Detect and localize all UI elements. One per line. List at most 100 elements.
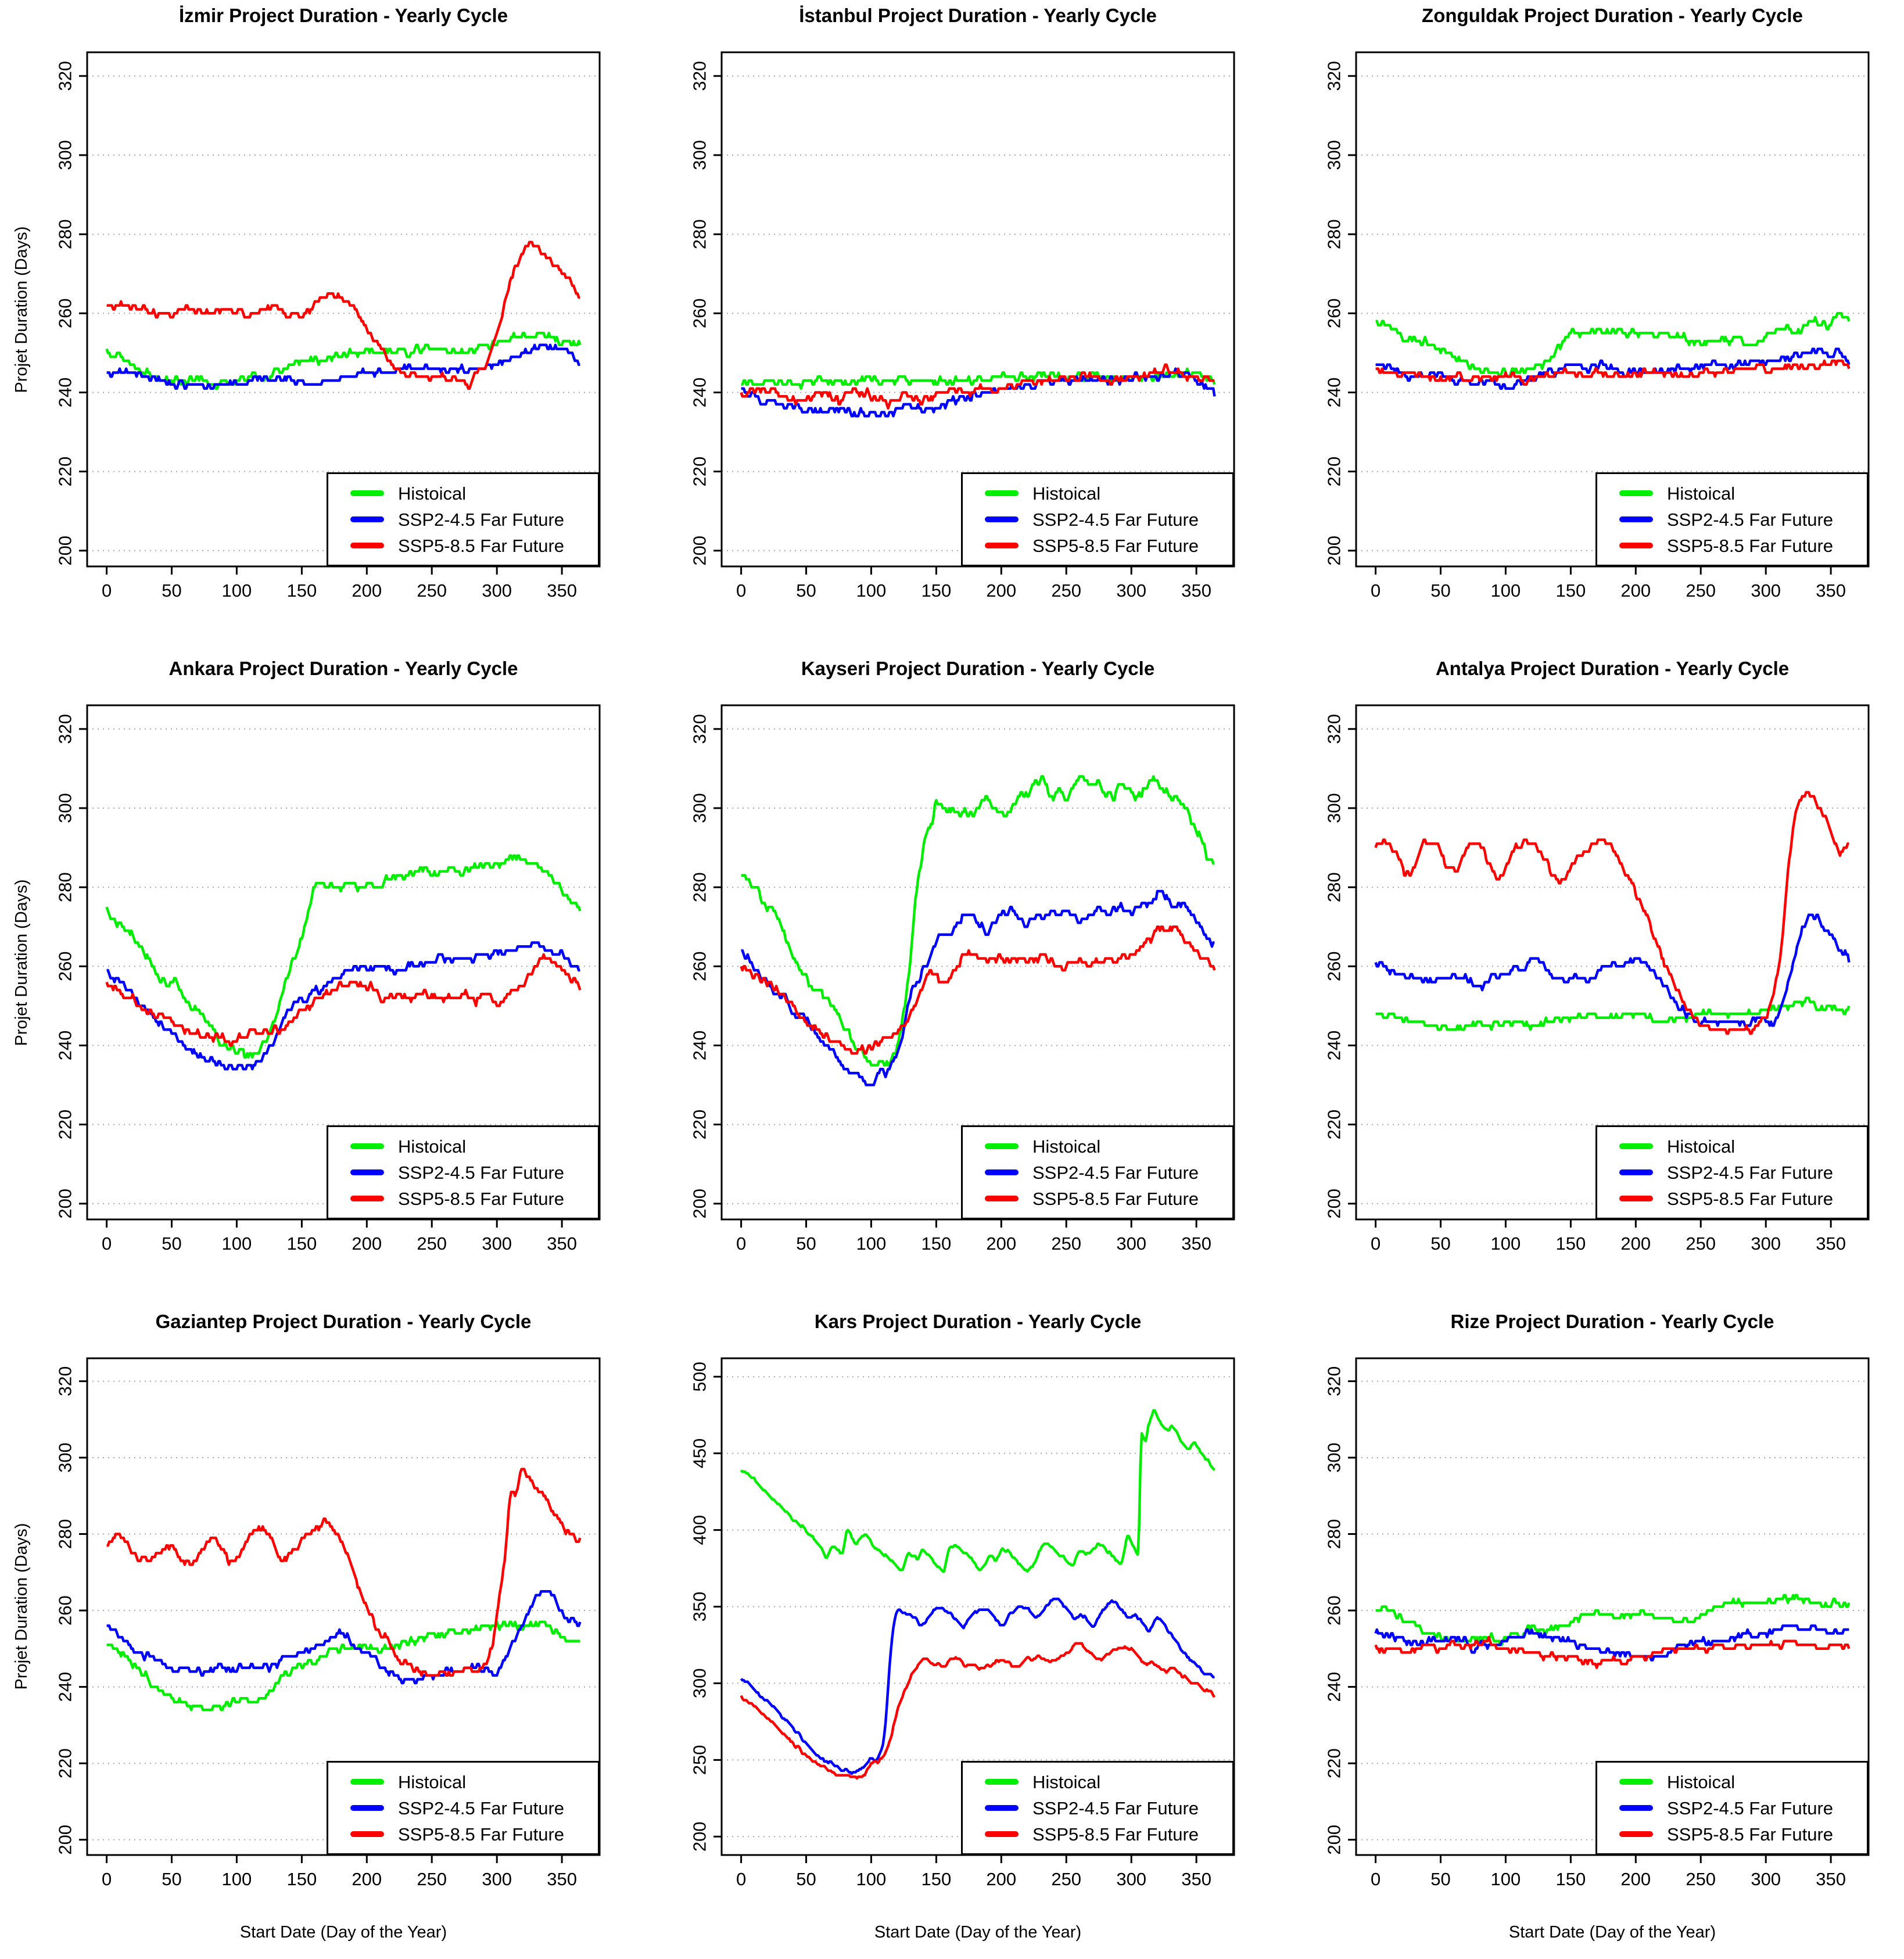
- svg-text:200: 200: [1324, 536, 1344, 566]
- chart-title: Gaziantep Project Duration - Yearly Cycl…: [155, 1311, 532, 1332]
- legend-swatch-ssp245: [1619, 516, 1653, 522]
- svg-text:200: 200: [352, 1869, 382, 1889]
- svg-text:280: 280: [690, 872, 710, 902]
- legend-entry: Histoical: [985, 1771, 1232, 1792]
- svg-text:100: 100: [856, 1869, 887, 1889]
- svg-text:300: 300: [55, 793, 76, 823]
- svg-text:200: 200: [986, 580, 1016, 601]
- legend-swatch-historical: [350, 1143, 384, 1149]
- legend-swatch-ssp585: [1619, 543, 1653, 548]
- legend-swatch-ssp585: [1619, 1831, 1653, 1837]
- svg-text:200: 200: [986, 1869, 1016, 1889]
- svg-text:260: 260: [55, 298, 76, 328]
- chart-title: İzmir Project Duration - Yearly Cycle: [178, 5, 508, 26]
- chart-panel-antalya: Antalya Project Duration - Yearly Cycle …: [1269, 653, 1904, 1306]
- svg-text:400: 400: [690, 1515, 710, 1545]
- svg-text:150: 150: [287, 1233, 317, 1254]
- svg-text:250: 250: [1686, 1869, 1716, 1889]
- legend-swatch-historical: [1619, 1779, 1653, 1785]
- legend-entry: Histoical: [350, 1771, 598, 1792]
- chart-title: Kars Project Duration - Yearly Cycle: [814, 1311, 1142, 1332]
- svg-text:300: 300: [1751, 1233, 1781, 1254]
- svg-text:100: 100: [222, 580, 252, 601]
- legend: Histoical SSP2-4.5 Far Future SSP5-8.5 F…: [961, 1125, 1234, 1219]
- svg-text:0: 0: [102, 1233, 112, 1254]
- svg-text:300: 300: [1751, 1869, 1781, 1889]
- svg-text:0: 0: [1371, 1869, 1381, 1889]
- svg-text:240: 240: [690, 378, 710, 408]
- svg-text:50: 50: [796, 1869, 816, 1889]
- legend-entry: Histoical: [1619, 1771, 1867, 1792]
- svg-text:350: 350: [547, 1869, 577, 1889]
- svg-text:150: 150: [1556, 580, 1586, 601]
- legend-swatch-ssp245: [1619, 1805, 1653, 1811]
- svg-text:350: 350: [1181, 1233, 1211, 1254]
- x-axis-label: Start Date (Day of the Year): [239, 1923, 447, 1942]
- svg-text:50: 50: [796, 1233, 816, 1254]
- legend-entry: SSP2-4.5 Far Future: [1619, 509, 1867, 530]
- legend-swatch-ssp585: [985, 1831, 1019, 1837]
- plot-area: 0 50 100 150 200 250 300 350 200 220 240 260 280 300 3…: [1324, 1357, 1870, 1889]
- chart-title: İstanbul Project Duration - Yearly Cycle: [799, 5, 1157, 26]
- svg-text:300: 300: [690, 793, 710, 823]
- svg-text:220: 220: [55, 457, 76, 487]
- svg-text:280: 280: [1324, 219, 1344, 249]
- legend-swatch-ssp245: [985, 1169, 1019, 1175]
- chart-panel-gaziantep: Gaziantep Project Duration - Yearly Cycl…: [0, 1306, 634, 1959]
- legend-label: SSP5-8.5 Far Future: [398, 1824, 565, 1845]
- legend-label: SSP2-4.5 Far Future: [398, 1162, 565, 1183]
- svg-text:240: 240: [55, 1672, 76, 1702]
- svg-text:200: 200: [690, 1189, 710, 1219]
- legend-label: SSP2-4.5 Far Future: [1667, 1162, 1834, 1183]
- legend-label: SSP5-8.5 Far Future: [1667, 1188, 1834, 1209]
- legend: Histoical SSP2-4.5 Far Future SSP5-8.5 F…: [1595, 1125, 1869, 1219]
- svg-text:200: 200: [1620, 1869, 1651, 1889]
- legend-swatch-ssp585: [1619, 1196, 1653, 1201]
- svg-text:350: 350: [547, 580, 577, 601]
- svg-text:150: 150: [921, 1869, 952, 1889]
- svg-text:350: 350: [690, 1592, 710, 1622]
- plot-area: 0 50 100 150 200 250 300 350 200 250 300 350 400 450 5…: [690, 1357, 1235, 1889]
- svg-text:250: 250: [1051, 1233, 1081, 1254]
- svg-text:320: 320: [55, 61, 76, 91]
- legend-swatch-historical: [350, 490, 384, 496]
- svg-text:200: 200: [1324, 1825, 1344, 1855]
- legend-label: Histoical: [1667, 483, 1736, 504]
- legend-label: Histoical: [1667, 1136, 1736, 1157]
- svg-text:200: 200: [690, 536, 710, 566]
- legend-entry: SSP5-8.5 Far Future: [350, 1824, 598, 1845]
- legend-label: Histoical: [398, 1136, 467, 1157]
- legend-label: Histoical: [1032, 1771, 1101, 1792]
- svg-text:200: 200: [1620, 1233, 1651, 1254]
- svg-text:0: 0: [1371, 1233, 1381, 1254]
- svg-text:260: 260: [55, 1595, 76, 1626]
- plot-area: 0 50 100 150 200 250 300 350 200 220 240 260 280 300 3…: [1324, 51, 1870, 601]
- svg-text:200: 200: [986, 1233, 1016, 1254]
- svg-text:240: 240: [1324, 1672, 1344, 1702]
- svg-text:200: 200: [55, 1825, 76, 1855]
- svg-text:320: 320: [55, 1366, 76, 1397]
- svg-text:320: 320: [690, 714, 710, 744]
- legend-swatch-ssp245: [985, 1805, 1019, 1811]
- svg-text:280: 280: [55, 872, 76, 902]
- svg-text:220: 220: [55, 1748, 76, 1778]
- legend-label: SSP2-4.5 Far Future: [1667, 509, 1834, 530]
- svg-text:250: 250: [1686, 1233, 1716, 1254]
- legend-swatch-historical: [985, 490, 1019, 496]
- plot-area: 0 50 100 150 200 250 300 350 200 220 240 260 280 300 3…: [690, 704, 1235, 1254]
- svg-text:250: 250: [417, 1869, 447, 1889]
- chart-title: Antalya Project Duration - Yearly Cycle: [1435, 658, 1790, 679]
- svg-text:220: 220: [1324, 457, 1344, 487]
- svg-text:50: 50: [1430, 1869, 1450, 1889]
- svg-text:350: 350: [1816, 580, 1846, 601]
- svg-text:100: 100: [222, 1233, 252, 1254]
- legend-swatch-historical: [1619, 490, 1653, 496]
- svg-text:220: 220: [1324, 1110, 1344, 1140]
- legend-label: SSP5-8.5 Far Future: [1032, 535, 1199, 556]
- svg-text:200: 200: [1620, 580, 1651, 601]
- legend: Histoical SSP2-4.5 Far Future SSP5-8.5 F…: [327, 1761, 600, 1855]
- svg-text:100: 100: [856, 1233, 887, 1254]
- legend-entry: SSP2-4.5 Far Future: [350, 1162, 598, 1183]
- svg-text:300: 300: [1324, 140, 1344, 170]
- chart-title: Rize Project Duration - Yearly Cycle: [1450, 1311, 1774, 1332]
